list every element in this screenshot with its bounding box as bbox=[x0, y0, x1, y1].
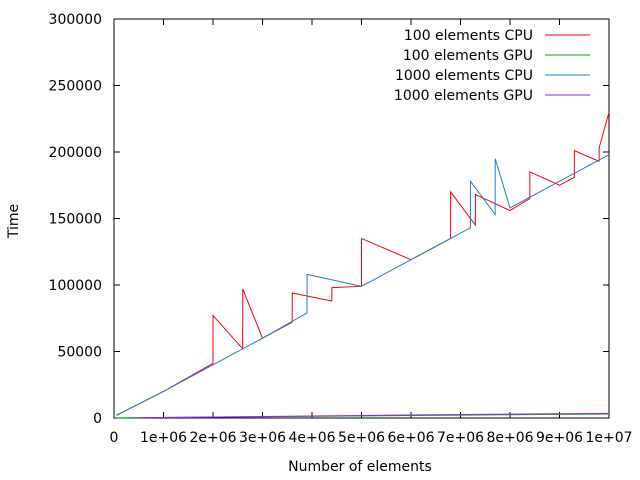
x-tick-label: 1e+07 bbox=[585, 430, 632, 446]
x-axis-label: Number of elements bbox=[288, 459, 432, 475]
y-tick-label: 0 bbox=[93, 411, 102, 427]
y-tick-label: 100000 bbox=[49, 278, 102, 294]
series-line-4 bbox=[138, 412, 610, 419]
y-tick-label: 250000 bbox=[49, 79, 102, 95]
y-axis-label: Time bbox=[6, 204, 22, 239]
y-tick-label: 300000 bbox=[49, 12, 102, 28]
legend: 100 elements CPU 100 elements GPU 1000 ele… bbox=[394, 28, 590, 104]
x-tick-label: 2e+06 bbox=[189, 430, 236, 446]
plot-frame bbox=[113, 18, 610, 419]
legend-label: 1000 elements CPU bbox=[395, 68, 533, 84]
x-tick-label: 8e+06 bbox=[486, 430, 533, 446]
x-tick-label: 9e+06 bbox=[536, 430, 583, 446]
x-tick-label: 7e+06 bbox=[437, 430, 484, 446]
y-tick-label: 50000 bbox=[57, 345, 102, 361]
plot-axes: 0 1e+06 2e+06 3e+06 4e+06 5e+06 6e+06 7e+06 8e+0… bbox=[49, 12, 633, 446]
series-line-3 bbox=[116, 154, 610, 416]
series-layer bbox=[116, 111, 610, 419]
series-line-1 bbox=[116, 111, 610, 416]
legend-label: 100 elements CPU bbox=[404, 28, 533, 44]
x-tick-label: 5e+06 bbox=[338, 430, 385, 446]
y-tick-label: 150000 bbox=[49, 212, 102, 228]
x-tick-label: 3e+06 bbox=[239, 430, 286, 446]
x-tick-label: 4e+06 bbox=[288, 430, 335, 446]
y-tick-label: 200000 bbox=[49, 145, 102, 161]
legend-label: 100 elements GPU bbox=[403, 48, 533, 64]
x-tick-label: 0 bbox=[110, 430, 119, 446]
x-tick-label: 6e+06 bbox=[387, 430, 434, 446]
x-tick-label: 1e+06 bbox=[140, 430, 187, 446]
legend-label: 1000 elements GPU bbox=[394, 88, 533, 104]
